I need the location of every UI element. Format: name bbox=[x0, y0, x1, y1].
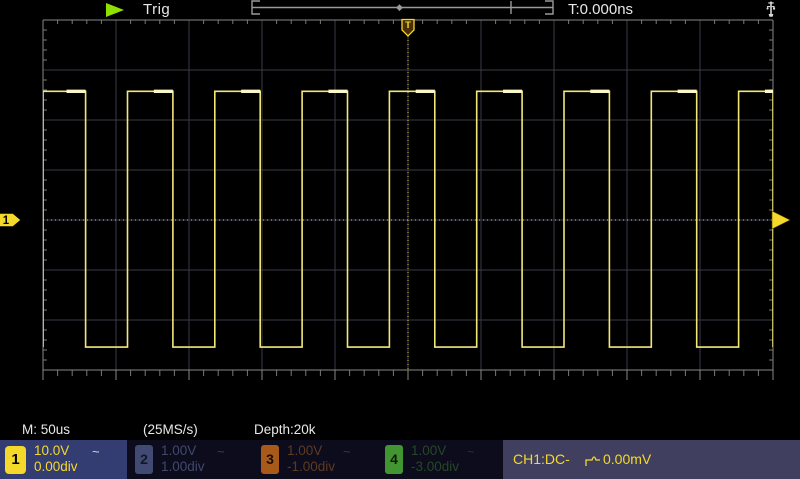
svg-text:T: T bbox=[405, 20, 411, 31]
svg-text:1: 1 bbox=[3, 215, 10, 227]
